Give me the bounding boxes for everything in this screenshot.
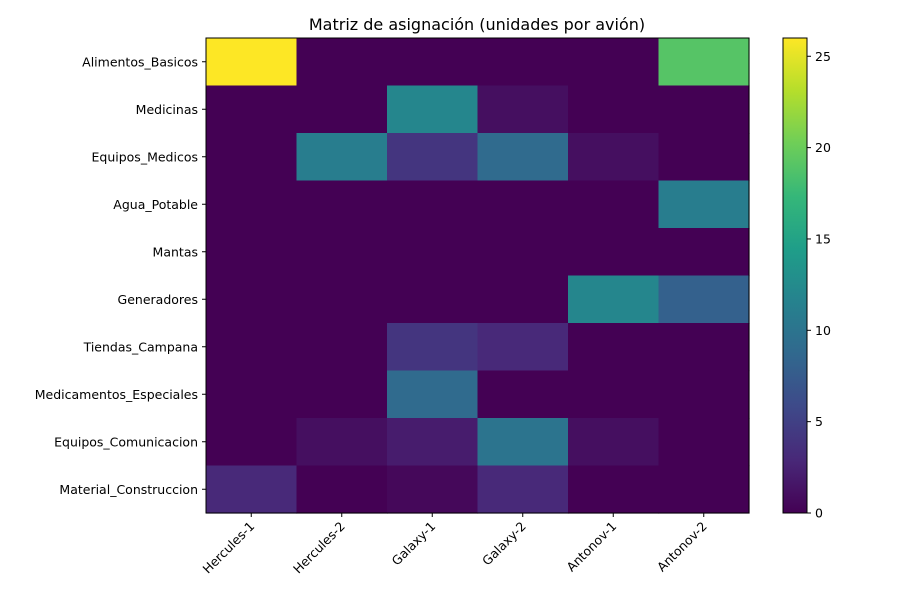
heatmap-cell xyxy=(477,133,569,182)
colorbar xyxy=(783,38,807,513)
heatmap-cell xyxy=(296,370,388,419)
x-tick-label: Antonov-2 xyxy=(654,519,710,575)
heatmap-cell xyxy=(658,85,750,134)
heatmap-cell xyxy=(477,275,569,324)
heatmap-cell xyxy=(296,85,388,134)
heatmap-cell xyxy=(568,275,660,324)
chart-title: Matriz de asignación (unidades por avión… xyxy=(309,15,645,34)
heatmap-cell xyxy=(658,38,750,87)
heatmap-cell xyxy=(568,85,660,134)
y-tick-label: Medicamentos_Especiales xyxy=(35,387,198,402)
heatmap-cell xyxy=(568,323,660,372)
x-tick-label: Hercules-1 xyxy=(199,519,257,577)
heatmap-cell xyxy=(477,465,569,514)
colorbar-tick-label: 5 xyxy=(815,414,823,429)
heatmap-cell xyxy=(206,323,298,372)
heatmap-cell xyxy=(568,418,660,467)
heatmap-cell xyxy=(296,38,388,87)
heatmap-cell xyxy=(387,418,479,467)
plot-frame xyxy=(205,37,750,514)
y-axis: Alimentos_Basicos Medicinas Equipos_Medico… xyxy=(35,54,206,497)
heatmap-cell xyxy=(568,465,660,514)
heatmap-cell xyxy=(206,180,298,229)
y-tick-label: Tiendas_Campana xyxy=(83,339,198,354)
heatmap-cell xyxy=(296,180,388,229)
heatmap-cell xyxy=(477,418,569,467)
heatmap-cell xyxy=(296,133,388,182)
heatmap-cell xyxy=(658,275,750,324)
heatmap-cell xyxy=(206,85,298,134)
heatmap-cell xyxy=(206,370,298,419)
heatmap-cell xyxy=(658,370,750,419)
heatmap-cell xyxy=(387,323,479,372)
heatmap-cell xyxy=(206,133,298,182)
heatmap-cell xyxy=(296,418,388,467)
heatmap-cell xyxy=(387,85,479,134)
heatmap-cell xyxy=(477,370,569,419)
colorbar-tick-label: 0 xyxy=(815,506,823,521)
heatmap-cell xyxy=(387,38,479,87)
heatmap-cell xyxy=(658,465,750,514)
heatmap-cells xyxy=(206,38,750,514)
colorbar-tick-label: 15 xyxy=(815,231,831,246)
y-tick-label: Agua_Potable xyxy=(113,197,198,212)
heatmap-cell xyxy=(206,465,298,514)
heatmap-cell xyxy=(658,418,750,467)
x-tick-label: Hercules-2 xyxy=(290,519,348,577)
heatmap-cell xyxy=(568,180,660,229)
heatmap-cell xyxy=(387,180,479,229)
x-tick-label: Antonov-1 xyxy=(563,519,619,575)
heatmap-cell xyxy=(568,370,660,419)
heatmap-cell xyxy=(568,228,660,277)
x-tick-label: Galaxy-1 xyxy=(388,519,438,569)
heatmap-cell xyxy=(296,275,388,324)
heatmap-cell xyxy=(568,133,660,182)
x-axis: Hercules-1 Hercules-2 Galaxy-1 Galaxy-2 Anto… xyxy=(199,513,710,577)
y-tick-label: Equipos_Comunicacion xyxy=(54,434,198,449)
y-tick-label: Alimentos_Basicos xyxy=(82,54,198,69)
heatmap-cell xyxy=(387,465,479,514)
x-tick-label: Galaxy-2 xyxy=(479,519,529,569)
colorbar-tick-label: 20 xyxy=(815,140,831,155)
heatmap-cell xyxy=(387,370,479,419)
heatmap-cell xyxy=(477,38,569,87)
y-tick-label: Generadores xyxy=(118,292,198,307)
colorbar-tick-label: 10 xyxy=(815,323,831,338)
y-tick-label: Mantas xyxy=(153,244,198,259)
heatmap-cell xyxy=(658,228,750,277)
heatmap-cell xyxy=(206,38,298,87)
y-tick-label: Material_Construccion xyxy=(59,482,198,497)
heatmap-cell xyxy=(296,323,388,372)
heatmap-cell xyxy=(296,228,388,277)
y-tick-label: Equipos_Medicos xyxy=(92,149,199,164)
heatmap-cell xyxy=(477,180,569,229)
heatmap-cell xyxy=(658,133,750,182)
colorbar-tick-label: 25 xyxy=(815,49,831,64)
heatmap-cell xyxy=(477,323,569,372)
heatmap-cell xyxy=(658,323,750,372)
heatmap-cell xyxy=(206,275,298,324)
heatmap-cell xyxy=(206,418,298,467)
heatmap-cell xyxy=(206,228,298,277)
heatmap-cell xyxy=(387,228,479,277)
heatmap-cell xyxy=(387,133,479,182)
heatmap-cell xyxy=(296,465,388,514)
heatmap-cell xyxy=(568,38,660,87)
heatmap-cell xyxy=(387,275,479,324)
heatmap-cell xyxy=(477,228,569,277)
colorbar-frame xyxy=(782,37,808,514)
heatmap-cell xyxy=(658,180,750,229)
colorbar-axis: 0 5 10 15 20 25 xyxy=(807,49,831,521)
heatmap-cell xyxy=(477,85,569,134)
y-tick-label: Medicinas xyxy=(136,102,198,117)
